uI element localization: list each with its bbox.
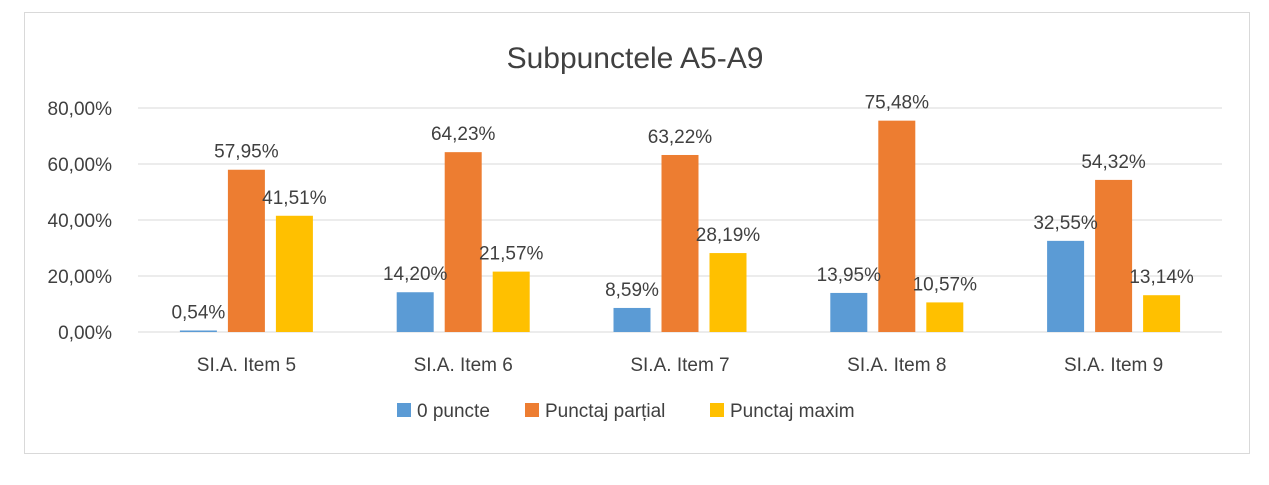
bar: [830, 292, 868, 332]
legend-swatch: [525, 403, 539, 417]
legend-item: Punctaj maxim: [710, 401, 855, 422]
data-label: 54,32%: [1081, 152, 1146, 173]
x-axis-categories: SI.A. Item 5 SI.A. Item 6 SI.A. Item 7 SI.A…: [197, 355, 1163, 376]
data-label: 63,22%: [648, 127, 713, 148]
x-category-label: SI.A. Item 9: [1064, 355, 1163, 376]
data-label: 13,95%: [817, 265, 882, 286]
bar: [661, 154, 699, 332]
data-label: 28,19%: [696, 225, 761, 246]
bar: [613, 307, 651, 332]
data-label: 10,57%: [913, 274, 978, 295]
data-label: 32,55%: [1033, 213, 1098, 234]
bars: [179, 120, 1181, 332]
y-tick-label: 60,00%: [48, 155, 113, 176]
bar: [227, 169, 265, 332]
bar: [1143, 295, 1181, 332]
x-category-label: SI.A. Item 7: [630, 355, 729, 376]
bar: [492, 271, 530, 332]
y-tick-label: 20,00%: [48, 267, 113, 288]
y-tick-label: 0,00%: [58, 323, 112, 344]
legend-label: 0 puncte: [417, 401, 490, 422]
x-category-label: SI.A. Item 5: [197, 355, 296, 376]
bar: [709, 253, 747, 332]
data-label: 13,14%: [1129, 267, 1194, 288]
bar: [926, 302, 964, 332]
legend: 0 puncte Punctaj parțial Punctaj maxim: [397, 401, 855, 422]
bar: [1095, 179, 1133, 332]
data-label: 57,95%: [214, 142, 279, 163]
data-label: 0,54%: [171, 302, 225, 323]
bar: [1047, 240, 1085, 332]
data-label: 41,51%: [262, 188, 327, 209]
legend-item: Punctaj parțial: [525, 401, 665, 422]
bar: [275, 215, 313, 332]
legend-swatch: [397, 403, 411, 417]
data-label: 64,23%: [431, 124, 496, 145]
y-tick-label: 40,00%: [48, 211, 113, 232]
data-label: 8,59%: [605, 280, 659, 301]
bar: [179, 330, 217, 332]
legend-label: Punctaj maxim: [730, 401, 855, 422]
data-label: 21,57%: [479, 244, 544, 265]
chart-title: Subpunctele A5-A9: [507, 42, 764, 75]
legend-label: Punctaj parțial: [545, 401, 665, 422]
y-axis-ticks: 0,00% 20,00% 40,00% 60,00% 80,00%: [48, 99, 113, 344]
bar: [444, 152, 482, 332]
data-label: 75,48%: [865, 93, 930, 114]
y-tick-label: 80,00%: [48, 99, 113, 120]
x-category-label: SI.A. Item 8: [847, 355, 946, 376]
bar: [396, 292, 434, 332]
data-label: 14,20%: [383, 264, 448, 285]
x-category-label: SI.A. Item 6: [414, 355, 513, 376]
bar: [878, 120, 916, 332]
legend-item: 0 puncte: [397, 401, 490, 422]
data-labels: 0,54% 57,95% 41,51% 14,20% 64,23% 21,57% 8,59%…: [171, 93, 1193, 324]
legend-swatch: [710, 403, 724, 417]
